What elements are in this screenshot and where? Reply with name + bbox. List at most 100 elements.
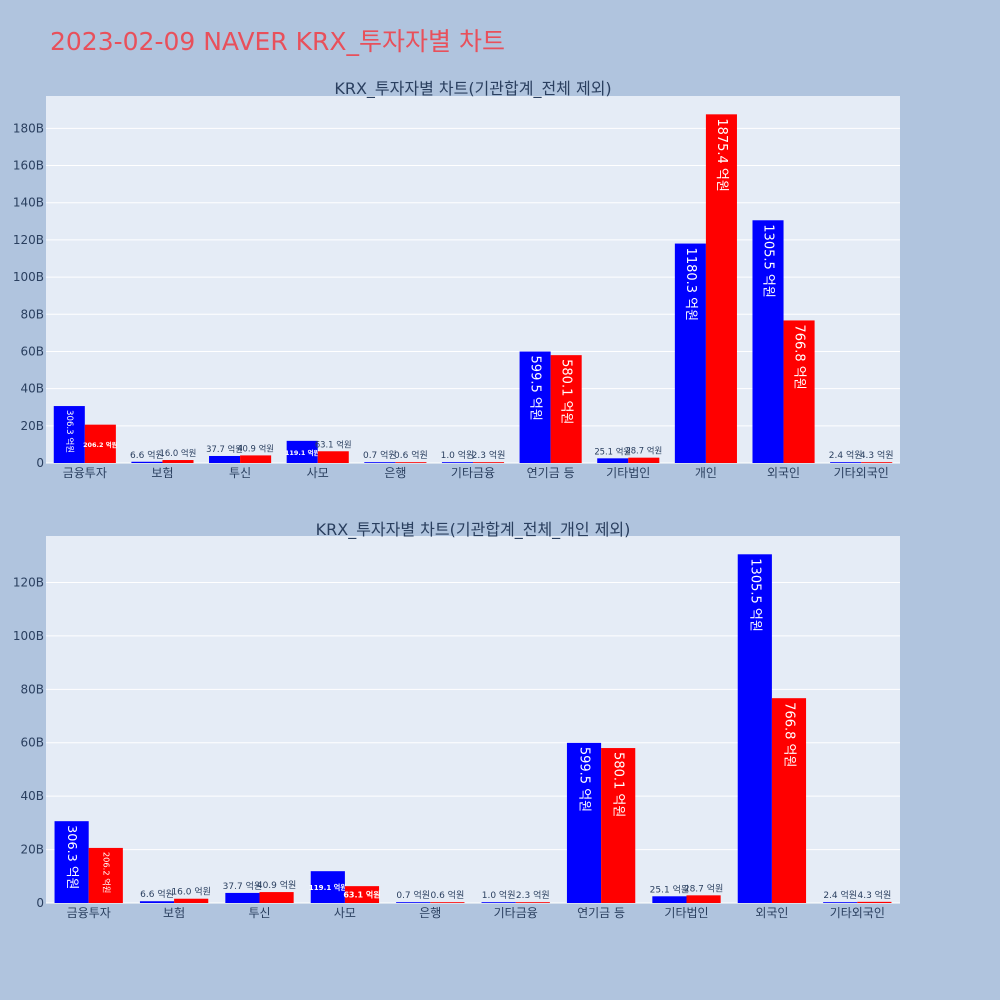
bar-red [473, 462, 505, 463]
bar-data-label: 1180.3 억원 [683, 248, 698, 322]
bar-data-label: 40.9 억원 [237, 443, 274, 453]
bar-blue [652, 896, 687, 903]
bar-red [259, 892, 294, 903]
y-tick-label: 160B [13, 159, 44, 173]
bar-red [857, 901, 892, 903]
bar-blue [481, 902, 516, 903]
bar-data-label: 2.4 억원 [829, 449, 863, 461]
bar-data-label: 28.7 억원 [625, 446, 662, 456]
bar-data-label: 25.1 억원 [594, 446, 631, 456]
bar-data-label: 0.6 억원 [394, 449, 428, 461]
bar-blue [823, 902, 858, 903]
bar-data-label: 2.3 억원 [472, 449, 506, 461]
bar-blue [286, 440, 318, 463]
bar-data-label: 119.1 억원 [309, 883, 347, 892]
x-tick-label: 외국인 [767, 466, 800, 480]
bar-data-label: 16.0 억원 [160, 448, 197, 458]
bar-data-label: 63.1 억원 [343, 890, 380, 900]
x-tick-label: 외국인 [755, 906, 788, 920]
bar-red [771, 698, 807, 903]
bar-blue [566, 742, 602, 903]
bar-data-label: 6.6 억원 [140, 888, 174, 900]
bar-blue [54, 821, 89, 903]
bar-red [628, 457, 660, 463]
bar-blue [396, 902, 431, 903]
bar-red [705, 114, 737, 463]
bar-data-label: 1.0 억원 [482, 889, 516, 901]
bar-data-label: 119.1 억원 [285, 448, 320, 457]
bar-red [344, 886, 380, 903]
x-tick-label: 보험 [151, 466, 173, 480]
x-tick-label: 투신 [248, 906, 270, 920]
bar-red [395, 462, 427, 463]
bar-blue [519, 351, 551, 463]
y-tick-label: 40B [20, 789, 44, 803]
bar-data-label: 0.7 억원 [396, 889, 430, 901]
bar-data-label: 306.3 억원 [64, 410, 76, 453]
bar-data-label: 2.4 억원 [823, 889, 857, 901]
bar-data-label: 25.1 억원 [650, 883, 689, 895]
x-tick-label: 기타법인 [606, 466, 650, 480]
x-tick-label: 은행 [419, 905, 441, 920]
bar-blue [737, 554, 772, 903]
y-tick-label: 120B [13, 233, 44, 247]
bar-data-label: 580.1 억원 [559, 359, 574, 424]
bar-red [88, 847, 123, 903]
bar-data-label: 206.2 억원 [101, 852, 111, 894]
y-tick-label: 80B [20, 682, 44, 696]
bar-data-label: 1875.4 억원 [714, 118, 729, 192]
bar-red [861, 462, 893, 463]
bar-red [84, 424, 116, 463]
bar-data-label: 0.7 억원 [363, 449, 397, 461]
bar-data-label: 599.5 억원 [528, 356, 543, 421]
bar-data-label: 37.7 억원 [206, 444, 243, 454]
chart-title: KRX_투자자별 차트(기관합계_전체 제외) [334, 79, 611, 99]
x-tick-label: 개인 [695, 466, 717, 480]
bar-data-label: 28.7 억원 [684, 882, 723, 894]
y-tick-label: 120B [13, 575, 44, 589]
bar-data-label: 4.3 억원 [858, 889, 892, 901]
bar-blue [752, 220, 784, 463]
main-title: 2023-02-09 NAVER KRX_투자자별 차트 [50, 27, 505, 56]
bar-blue [674, 243, 706, 463]
bar-blue [53, 406, 85, 463]
bar-data-label: 206.2 억원 [83, 440, 118, 449]
bar-data-label: 40.9 억원 [257, 879, 296, 891]
bar-data-label: 1.0 억원 [441, 449, 475, 461]
x-tick-label: 사모 [334, 906, 356, 920]
bar-red [601, 748, 636, 903]
bar-red [240, 455, 272, 463]
y-tick-label: 140B [13, 196, 44, 210]
bar-data-label: 6.6 억원 [130, 449, 164, 461]
y-tick-label: 180B [13, 121, 44, 135]
bar-blue [441, 462, 473, 463]
bar-data-label: 766.8 억원 [781, 702, 796, 767]
x-tick-label: 기타금융 [494, 906, 538, 920]
x-tick-label: 기타금융 [451, 466, 495, 480]
bar-red [515, 902, 550, 903]
bar-red [174, 898, 209, 903]
bar-data-label: 63.1 억원 [315, 439, 352, 449]
bar-red [783, 320, 815, 463]
bar-data-label: 16.0 억원 [171, 886, 210, 898]
bar-blue [139, 901, 175, 903]
bar-blue [225, 892, 260, 903]
y-tick-label: 100B [13, 629, 44, 643]
x-tick-label: 은행 [384, 465, 406, 480]
bar-blue [830, 462, 862, 463]
chart-panel-1: 0 20B 40B 60B 80B 100B 120B 140B 160B 180B KRX_투자자… [13, 79, 900, 480]
bar-data-label: 580.1 억원 [611, 752, 626, 817]
bar-blue [597, 458, 629, 463]
bar-red [686, 895, 721, 903]
x-tick-label: 투신 [229, 466, 251, 480]
bar-data-label: 1305.5 억원 [747, 558, 762, 632]
bar-blue [131, 461, 163, 463]
x-tick-label: 사모 [307, 466, 329, 480]
x-tick-label: 연기금 등 [527, 466, 575, 480]
x-tick-label: 보험 [163, 906, 185, 920]
bar-blue [364, 462, 396, 463]
bar-data-label: 306.3 억원 [64, 825, 79, 889]
bar-data-label: 0.6 억원 [431, 889, 465, 901]
bar-data-label: 1305.5 억원 [761, 224, 776, 298]
